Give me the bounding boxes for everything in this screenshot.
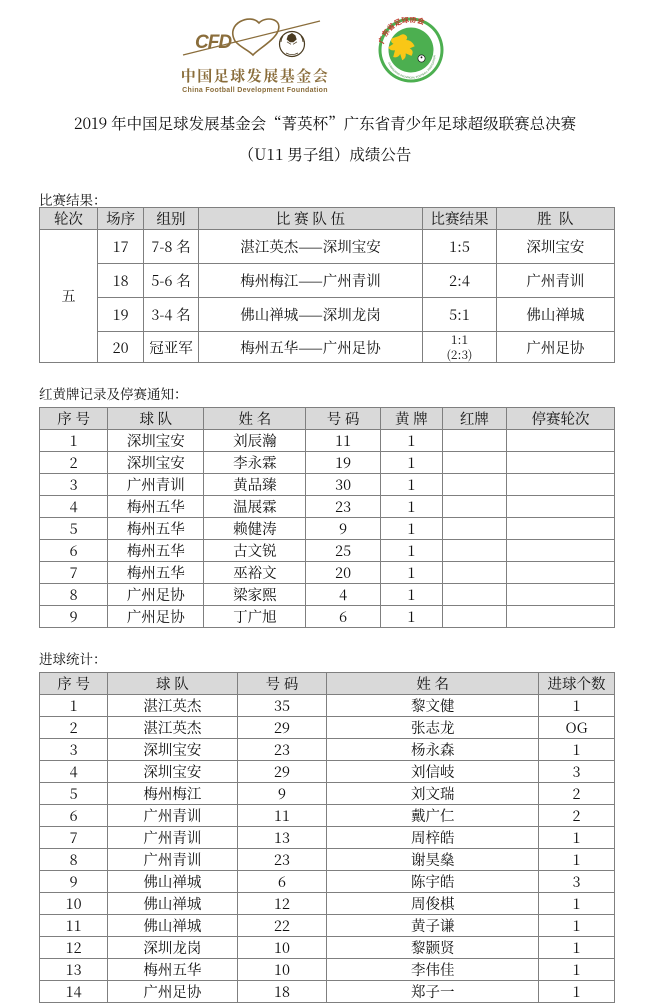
svg-text:CFD: CFD: [195, 32, 232, 53]
